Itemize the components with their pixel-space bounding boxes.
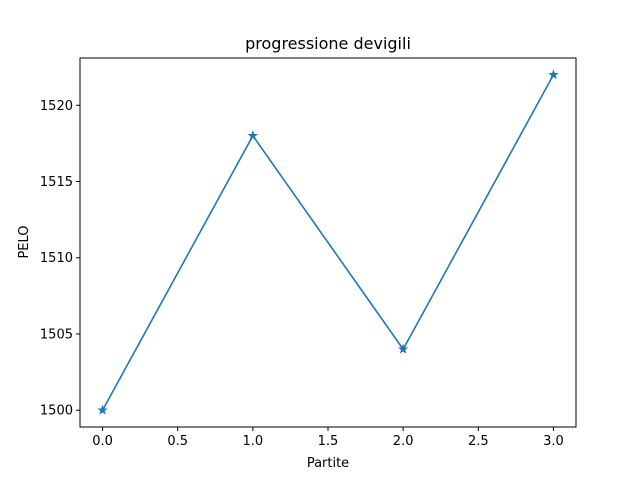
series-line xyxy=(101,74,555,411)
y-tick-label: 1505 xyxy=(40,327,73,342)
y-axis-label: PELO xyxy=(17,225,32,258)
y-tick-label: 1510 xyxy=(40,251,73,266)
x-tick-label: 2.0 xyxy=(393,434,414,449)
data-point-star-marker xyxy=(247,130,259,141)
chart-title: progressione devigili xyxy=(245,34,411,53)
data-point-star-marker xyxy=(97,404,108,415)
x-tick-label: 1.5 xyxy=(318,434,339,449)
plot-area: 0.0 0.5 1.0 1.5 2.0 2.5 3.0 1500 1505 1510 1515 152… xyxy=(40,57,577,449)
x-tick-label: 3.0 xyxy=(543,434,564,449)
x-tick-label: 0.5 xyxy=(167,434,188,449)
y-tick-label: 1500 xyxy=(40,404,73,419)
x-tick-label: 0.0 xyxy=(92,434,113,449)
x-axis-label: Partite xyxy=(307,456,349,471)
y-tick-label: 1515 xyxy=(40,175,73,190)
data-point-star-marker xyxy=(397,343,409,354)
y-tick-label: 1520 xyxy=(40,99,73,114)
x-tick-label: 1.0 xyxy=(243,434,264,449)
axes-frame xyxy=(79,57,577,428)
x-tick-label: 2.5 xyxy=(468,434,489,449)
data-point-star-marker xyxy=(548,69,559,80)
